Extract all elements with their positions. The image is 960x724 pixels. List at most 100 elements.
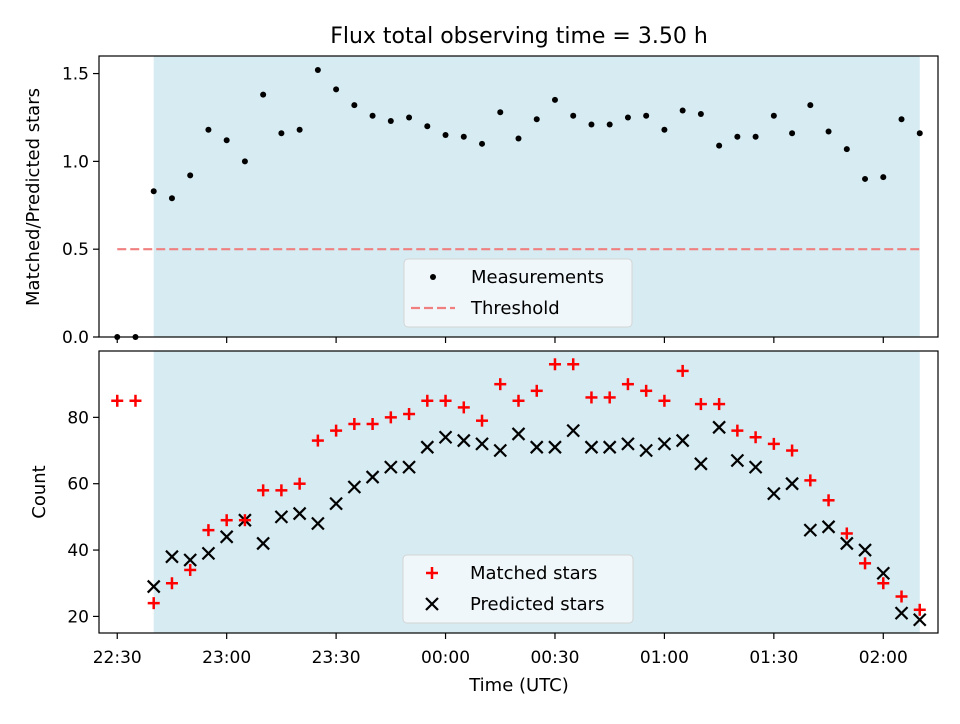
matched-stars-point xyxy=(548,358,561,371)
bottom-ytick-label: 20 xyxy=(67,607,89,627)
matched-stars-point xyxy=(311,434,324,447)
matched-stars-point xyxy=(676,364,689,377)
top-legend: Measurements Threshold xyxy=(403,258,633,328)
predicted-stars-point xyxy=(621,437,635,451)
matched-stars-point xyxy=(348,417,361,430)
predicted-stars-point xyxy=(201,546,216,561)
measurement-point xyxy=(697,110,704,117)
matched-stars-legend-label: Matched stars xyxy=(470,563,597,584)
measurement-point xyxy=(296,126,303,133)
measurement-point xyxy=(314,67,321,74)
matched-stars-point xyxy=(184,563,197,576)
bottom-xtick-label: 01:30 xyxy=(749,648,798,668)
predicted-stars-point xyxy=(894,606,909,620)
matched-stars-point xyxy=(439,394,452,407)
predicted-stars-point xyxy=(712,420,726,435)
bottom-xtick-label: 00:00 xyxy=(421,648,470,668)
measurement-point xyxy=(278,130,285,137)
matched-stars-point xyxy=(749,431,762,444)
measurement-point xyxy=(187,172,194,179)
predicted-stars-point xyxy=(292,506,307,521)
bottom-legend: Matched stars Predicted stars xyxy=(402,554,634,624)
measurement-point xyxy=(460,133,467,140)
measurement-point xyxy=(807,102,814,109)
bottom-panel: 20 40 60 80 22:30 23:00 23:30 00:00 00:30 01:00 0… xyxy=(29,350,939,696)
predicted-stars-legend-marker xyxy=(425,597,439,611)
measurement-point xyxy=(843,146,850,153)
top-ytick-label: 1.5 xyxy=(62,65,89,85)
predicted-stars-point xyxy=(748,460,763,474)
bottom-panel-ylabel: Count xyxy=(29,465,50,518)
predicted-stars-point xyxy=(384,460,398,474)
matched-stars-point xyxy=(330,424,343,437)
matched-stars-point xyxy=(457,401,470,414)
measurement-point xyxy=(497,109,504,116)
matched-stars-point xyxy=(658,394,671,407)
measurement-point xyxy=(406,114,413,121)
measurement-point xyxy=(168,195,175,202)
bottom-panel-xlabel: Time (UTC) xyxy=(468,675,569,696)
predicted-stars-point xyxy=(584,440,599,454)
measurement-point xyxy=(205,126,212,133)
measurement-point xyxy=(369,112,376,119)
bottom-panel-frame xyxy=(98,350,939,634)
matched-stars-point xyxy=(694,398,707,411)
predicted-stars-point xyxy=(675,433,690,448)
predicted-stars-point xyxy=(165,549,179,564)
matched-stars-point xyxy=(731,424,744,437)
measurement-point xyxy=(916,130,923,137)
measurement-point xyxy=(789,130,796,137)
predicted-stars-point xyxy=(639,443,653,458)
measurement-point xyxy=(661,126,668,133)
bottom-xtick-label: 22:30 xyxy=(93,648,142,668)
matched-stars-point xyxy=(512,394,525,407)
bottom-xtick-label: 01:00 xyxy=(640,648,689,668)
predicted-stars-point xyxy=(347,480,362,494)
predicted-stars-point xyxy=(511,427,526,441)
top-ytick-label: 0.5 xyxy=(62,240,89,260)
predicted-stars-point xyxy=(183,553,197,567)
measurement-point xyxy=(150,188,157,195)
matched-stars-point xyxy=(640,384,653,397)
predicted-stars-point xyxy=(457,433,471,448)
matched-stars-point xyxy=(421,394,434,407)
predicted-stars-point xyxy=(858,543,872,557)
predicted-stars-point xyxy=(602,440,617,454)
predicted-stars-point xyxy=(566,423,580,438)
predicted-stars-point xyxy=(475,437,489,451)
measurement-point xyxy=(862,175,869,182)
matched-stars-point xyxy=(403,408,416,421)
predicted-stars-point xyxy=(420,440,435,454)
predicted-stars-point xyxy=(876,566,891,581)
predicted-stars-point xyxy=(657,437,672,451)
bottom-ytick-label: 40 xyxy=(67,541,89,561)
measurement-point xyxy=(387,117,394,124)
bottom-xtick-label: 00:30 xyxy=(530,648,579,668)
matched-stars-point xyxy=(713,398,726,411)
matched-stars-point xyxy=(238,514,251,527)
measurement-point xyxy=(588,121,595,128)
matched-stars-point xyxy=(476,414,489,427)
matched-stars-point xyxy=(603,391,616,404)
figure-title: Flux total observing time = 3.50 h xyxy=(330,24,708,49)
measurement-point xyxy=(442,132,449,139)
measurement-point xyxy=(643,112,650,119)
matched-stars-point xyxy=(840,527,853,540)
measurement-point xyxy=(770,112,777,119)
bottom-xtick-label: 02:00 xyxy=(859,648,908,668)
matched-stars-point xyxy=(111,394,124,407)
measurement-point xyxy=(880,174,887,181)
measurement-point xyxy=(533,116,540,123)
predicted-stars-point xyxy=(803,523,818,537)
measurement-point xyxy=(679,107,686,114)
matched-stars-point xyxy=(913,603,926,616)
matched-stars-point xyxy=(129,394,142,407)
predicted-stars-point xyxy=(256,536,270,551)
matched-stars-point xyxy=(567,358,580,371)
predicted-stars-legend-label: Predicted stars xyxy=(470,594,604,615)
threshold-legend-label: Threshold xyxy=(470,298,560,319)
measurement-point xyxy=(333,86,340,93)
predicted-stars-point xyxy=(767,486,781,501)
predicted-stars-point xyxy=(694,457,708,471)
top-ytick-label: 1.0 xyxy=(62,152,89,172)
